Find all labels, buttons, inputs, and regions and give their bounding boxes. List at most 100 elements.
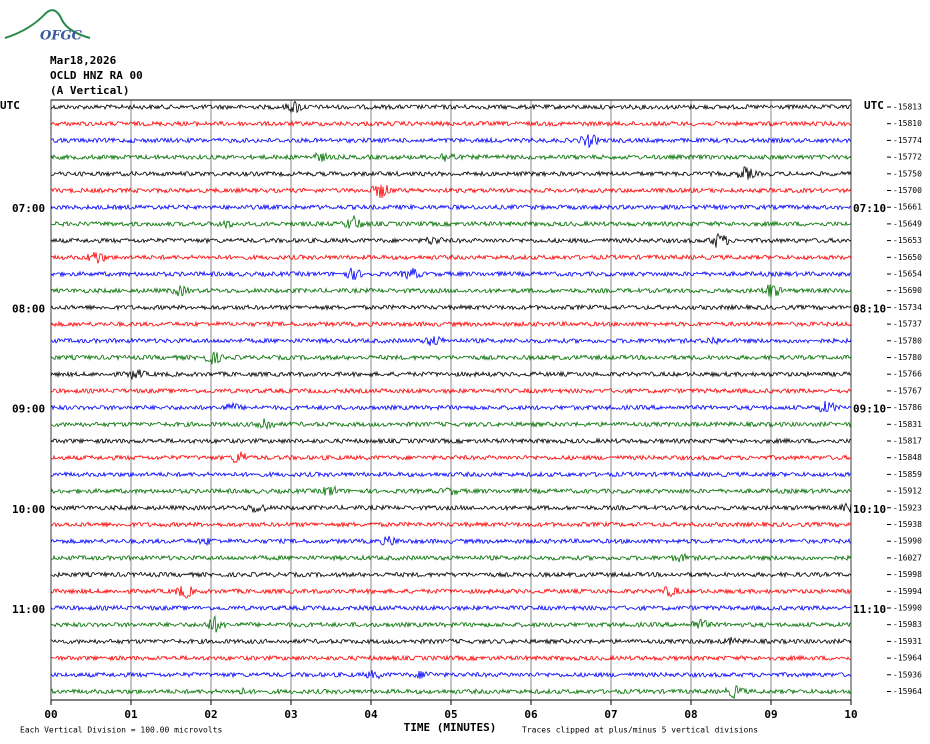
trace-mean: -15998 — [893, 570, 922, 579]
trace-mean: -15931 — [893, 637, 922, 646]
scale-note: Each Vertical Division = 100.00 microvol… — [20, 726, 222, 735]
trace — [50, 654, 852, 662]
x-tick-label: 02 — [204, 708, 217, 721]
trace — [50, 670, 852, 680]
trace — [50, 502, 852, 514]
trace-mean: -15774 — [893, 136, 922, 145]
trace-mean: -15859 — [893, 470, 922, 479]
trace — [50, 604, 852, 612]
trace — [50, 184, 852, 199]
trace — [50, 267, 852, 280]
trace — [50, 166, 852, 180]
trace-mean: -15649 — [893, 219, 922, 228]
x-tick-label: 10 — [844, 708, 857, 721]
component: (A Vertical) — [50, 84, 129, 97]
x-tick-label: 08 — [684, 708, 697, 721]
trace — [50, 535, 852, 547]
station: OCLD HNZ RA 00 — [50, 69, 143, 82]
trace-mean: -16027 — [893, 553, 922, 562]
trace-mean: -15786 — [893, 403, 922, 412]
time-label: 08:10 — [853, 302, 886, 315]
time-label: 11:10 — [853, 603, 886, 616]
trace-mean: -15653 — [893, 236, 922, 245]
trace — [50, 485, 851, 496]
trace-mean: -15734 — [893, 303, 922, 312]
trace-mean: -15700 — [893, 186, 922, 195]
timezone: UTC — [864, 99, 884, 112]
trace-mean: -15737 — [893, 320, 922, 329]
trace-mean: -15772 — [893, 153, 922, 162]
time-label: 10:10 — [853, 503, 886, 516]
trace-mean: -15650 — [893, 253, 922, 262]
trace — [50, 552, 852, 563]
x-tick-label: 06 — [524, 708, 538, 721]
logo-mark — [4, 9, 91, 39]
trace-mean: -15990 — [893, 604, 922, 613]
trace-mean: -15767 — [893, 386, 922, 395]
trace-mean: -15780 — [893, 336, 922, 345]
trace-mean: -15690 — [893, 286, 922, 295]
trace-mean: -15964 — [893, 687, 922, 696]
trace-mean: -15766 — [893, 370, 922, 379]
time-label: 07:10 — [853, 202, 886, 215]
trace — [50, 614, 852, 633]
trace — [50, 451, 852, 464]
x-axis-label: TIME (MINUTES) — [404, 721, 497, 734]
x-tick-label: 00 — [44, 708, 57, 721]
trace — [50, 437, 852, 445]
trace — [50, 252, 852, 264]
trace — [50, 368, 852, 380]
trace — [50, 214, 852, 230]
trace-mean: -15750 — [893, 169, 922, 178]
x-tick-label: 04 — [364, 708, 378, 721]
trace-mean: -15810 — [893, 119, 922, 128]
trace-mean: -15661 — [893, 203, 922, 212]
trace — [50, 232, 852, 248]
logo: OFGC — [40, 29, 83, 44]
clip-note: Traces clipped at plus/minus 5 vertical … — [522, 726, 758, 735]
trace — [50, 335, 852, 346]
trace-mean: -15848 — [893, 453, 922, 462]
x-tick-label: 09 — [764, 708, 777, 721]
time-label: 09:10 — [853, 403, 886, 416]
trace-mean: -15994 — [893, 587, 922, 596]
trace — [50, 151, 852, 162]
trace — [50, 387, 852, 395]
timezone: UTC — [0, 99, 20, 112]
time-label: 08:00 — [12, 302, 45, 315]
trace-mean: -15912 — [893, 487, 922, 496]
trace — [50, 520, 852, 529]
trace — [50, 685, 852, 700]
trace — [50, 320, 852, 328]
x-tick-label: 07 — [604, 708, 617, 721]
trace — [50, 570, 852, 579]
trace-mean: -15654 — [893, 270, 922, 279]
trace-mean: -15817 — [893, 437, 922, 446]
trace-mean: -15936 — [893, 670, 922, 679]
trace — [50, 134, 852, 149]
trace — [50, 470, 851, 478]
trace — [50, 203, 852, 211]
trace — [50, 100, 852, 114]
date: Mar18,2026 — [50, 54, 117, 67]
trace — [50, 636, 852, 645]
x-tick-label: 05 — [444, 708, 457, 721]
time-label: 09:00 — [12, 403, 45, 416]
trace-mean: -15813 — [893, 103, 922, 112]
trace-mean: -15938 — [893, 520, 922, 529]
trace-mean: -15831 — [893, 420, 922, 429]
trace — [50, 418, 852, 431]
trace — [50, 400, 852, 413]
trace-mean: -15923 — [893, 503, 922, 512]
x-tick-label: 01 — [124, 708, 138, 721]
time-label: 10:00 — [12, 503, 45, 516]
trace-mean: -15983 — [893, 620, 922, 629]
trace — [50, 284, 852, 298]
trace-mean: -15780 — [893, 353, 922, 362]
trace — [50, 586, 852, 599]
trace-mean: -15964 — [893, 654, 922, 663]
trace — [50, 303, 852, 312]
trace-mean: -15990 — [893, 537, 922, 546]
x-tick-label: 03 — [284, 708, 297, 721]
